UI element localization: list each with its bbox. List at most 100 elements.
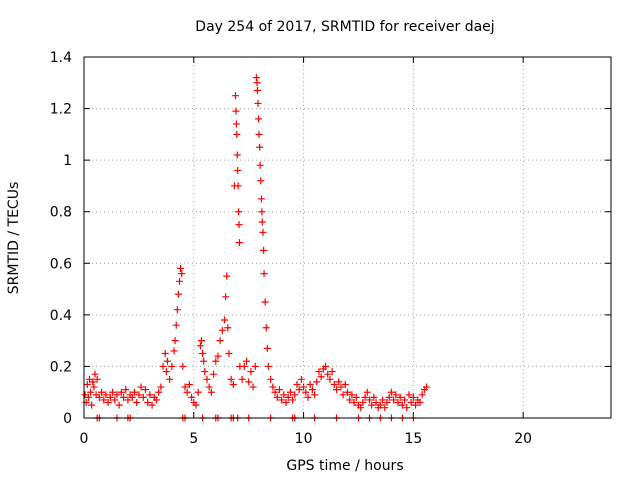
data-point (200, 357, 208, 365)
data-point (275, 386, 283, 394)
data-point (197, 337, 205, 345)
data-point (128, 393, 136, 401)
y-tick-label: 0 (63, 411, 72, 427)
y-tick-label: 1.4 (50, 50, 72, 66)
data-point (324, 370, 332, 378)
data-point (106, 393, 114, 401)
data-point (223, 272, 231, 280)
x-axis-label: GPS time / hours (286, 458, 403, 474)
data-point (102, 391, 110, 399)
data-point (251, 362, 259, 370)
data-point (273, 393, 281, 401)
data-point (339, 391, 347, 399)
data-point (205, 383, 213, 391)
data-point (207, 388, 215, 396)
data-point (255, 115, 263, 123)
data-point (133, 399, 141, 407)
data-point (91, 370, 99, 378)
data-point (120, 393, 128, 401)
data-point (258, 208, 266, 216)
data-point (280, 391, 288, 399)
data-point (346, 396, 354, 404)
y-tick-label: 1.2 (50, 102, 72, 118)
data-point (264, 362, 272, 370)
data-point (137, 383, 145, 391)
grid-lines (84, 57, 611, 418)
data-point (363, 388, 371, 396)
data-point (210, 370, 218, 378)
data-point (214, 352, 222, 360)
data-point (181, 383, 189, 391)
data-point (398, 401, 406, 409)
data-point (300, 383, 308, 391)
data-point (222, 293, 230, 301)
data-point (135, 391, 143, 399)
x-tick-label: 20 (514, 431, 532, 447)
data-point (317, 373, 325, 381)
data-point (261, 298, 269, 306)
data-point (365, 396, 373, 404)
data-point (163, 357, 171, 365)
data-point (245, 378, 253, 386)
data-point (341, 380, 349, 388)
data-point (258, 218, 266, 226)
data-point (278, 396, 286, 404)
data-point (152, 396, 160, 404)
x-tick-label: 5 (189, 431, 198, 447)
data-point (267, 375, 275, 383)
data-point (405, 391, 413, 399)
data-point (269, 383, 277, 391)
data-point (376, 401, 384, 409)
data-point (392, 391, 400, 399)
data-point (322, 362, 330, 370)
data-point (242, 357, 250, 365)
data-point (372, 399, 380, 407)
y-axis-label: SRMTID / TECUs (6, 182, 22, 295)
data-point (326, 375, 334, 383)
data-point (240, 362, 248, 370)
data-point (174, 290, 182, 298)
data-point (203, 375, 211, 383)
data-point (131, 388, 139, 396)
data-point (385, 393, 393, 401)
data-point (90, 383, 98, 391)
data-point (253, 87, 261, 95)
data-point (361, 393, 369, 401)
data-point (233, 130, 241, 138)
data-point (383, 399, 391, 407)
data-point (357, 404, 365, 412)
y-tick-label: 0.4 (50, 308, 72, 324)
data-point (173, 306, 181, 314)
data-point (256, 161, 264, 169)
data-point (221, 316, 229, 324)
data-point (284, 393, 292, 401)
data-point (229, 380, 237, 388)
data-point (235, 239, 243, 247)
data-point (249, 383, 257, 391)
data-point (188, 393, 196, 401)
data-point (170, 347, 178, 355)
data-point (311, 391, 319, 399)
data-point (271, 388, 279, 396)
data-point (212, 357, 220, 365)
data-point (87, 388, 95, 396)
data-point (225, 350, 233, 358)
data-point (257, 195, 265, 203)
data-point (352, 393, 360, 401)
data-point (295, 386, 303, 394)
data-point (88, 401, 96, 409)
data-point (185, 380, 193, 388)
data-point (359, 399, 367, 407)
data-point (98, 388, 106, 396)
data-point (159, 362, 167, 370)
data-point (122, 386, 130, 394)
data-point (350, 399, 358, 407)
data-point (117, 388, 125, 396)
plot-frame (83, 56, 612, 419)
data-point (235, 208, 243, 216)
data-point (260, 246, 268, 254)
data-point (286, 388, 294, 396)
data-point (111, 396, 119, 404)
data-point (201, 368, 209, 376)
data-point (387, 388, 395, 396)
